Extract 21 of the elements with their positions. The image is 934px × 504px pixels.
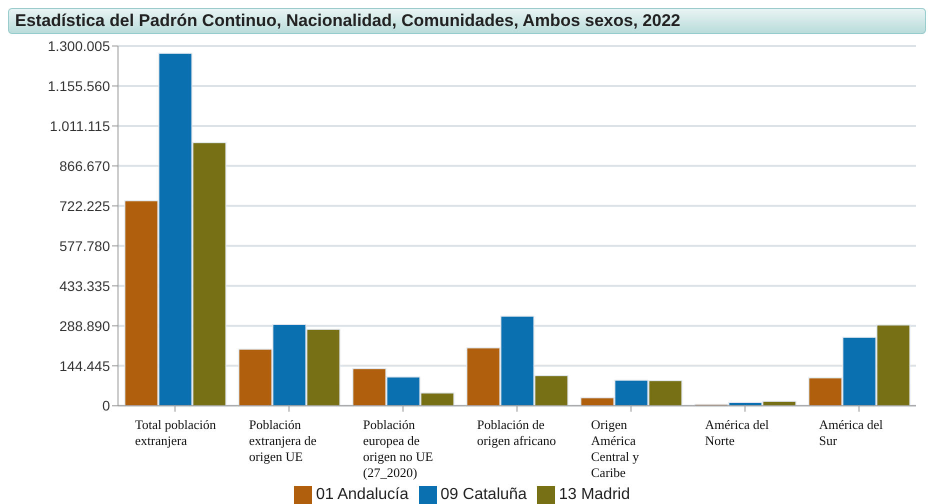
y-tick-label: 0 (102, 398, 110, 414)
legend-label: 13 Madrid (558, 486, 630, 503)
x-tick-label: Población europea de origen no UE (27_2020) (363, 416, 434, 480)
y-tick-label: 144.445 (59, 358, 110, 374)
y-tick-label: 1.011.115 (50, 118, 110, 134)
y-tick-label: 1.300.005 (48, 38, 110, 54)
y-tick-label: 1.155.560 (48, 78, 110, 94)
y-tick-label: 577.780 (59, 238, 110, 254)
y-tick-label: 866.670 (59, 158, 110, 174)
y-tick-label: 722.225 (59, 198, 110, 214)
x-tick-label: Población extranjera de origen UE (249, 416, 317, 464)
x-tick-label: Origen América Central y Caribe (591, 416, 640, 480)
x-tick-label: América del Norte (705, 416, 770, 448)
x-tick-label: Población de origen africano (477, 416, 556, 448)
legend-label: 09 Cataluña (440, 486, 527, 503)
x-tick-label: América del Sur (819, 416, 884, 448)
x-tick-label: Total población extranjera (135, 416, 217, 448)
y-tick-label: 433.335 (59, 278, 110, 294)
legend-label: 01 Andalucía (316, 486, 409, 503)
y-tick-label: 288.890 (59, 318, 110, 334)
chart-title: Estadística del Padrón Continuo, Nacionalidad, Comunidades, Ambos sexos, 2022 (8, 8, 926, 34)
